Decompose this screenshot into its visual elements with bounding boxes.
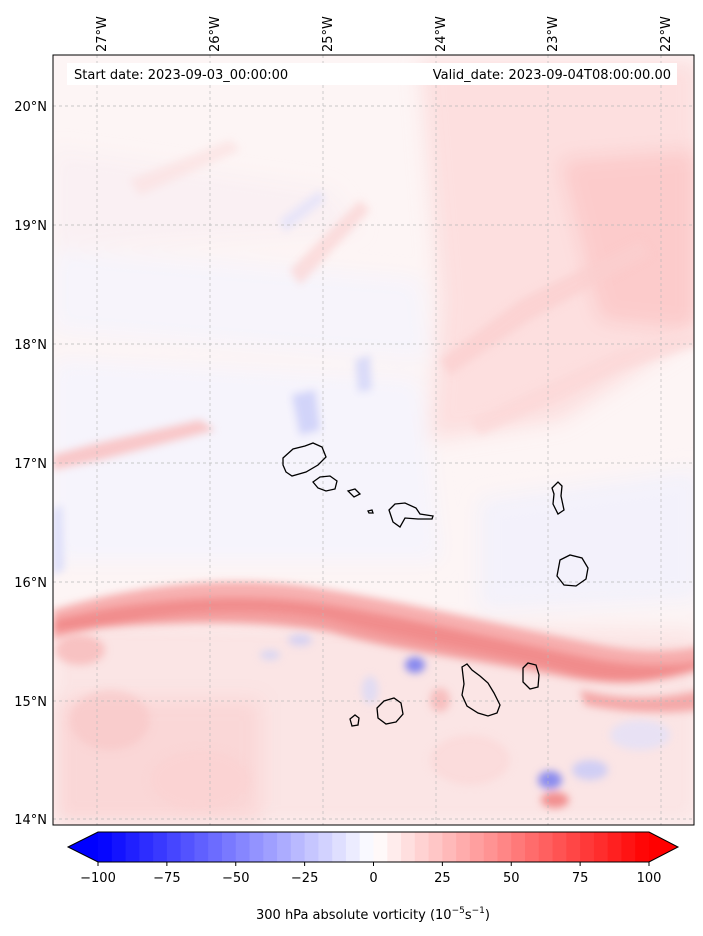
colorbar-tick-label: −25 <box>291 871 318 886</box>
colorbar-cell <box>166 832 182 862</box>
colorbar-extend-min <box>68 832 98 862</box>
date-header: Start date: 2023-09-03_00:00:00 Valid_da… <box>67 63 677 85</box>
lon-label-22w: 22°W <box>659 16 674 52</box>
colorbar-label-exp1: −5 <box>452 906 465 916</box>
colorbar-cell <box>208 832 223 862</box>
island-brava <box>349 714 360 727</box>
colorbar-cell <box>442 832 457 862</box>
valid-date-text: Valid_date: 2023-09-04T08:00:00.00 <box>433 68 671 83</box>
colorbar-cell <box>483 832 499 862</box>
colorbar-cell <box>593 832 609 862</box>
lat-label-17n: 17°N <box>14 457 47 472</box>
lat-label-18n: 18°N <box>14 338 47 353</box>
colorbar-label-end: ) <box>485 908 490 923</box>
colorbar-cell <box>456 832 471 862</box>
lon-label-26w: 26°W <box>208 16 223 52</box>
island-boa-vista <box>556 554 589 587</box>
colorbar-cell <box>538 832 554 862</box>
lon-label-27w: 27°W <box>95 16 110 52</box>
colorbar-tick-label: 50 <box>503 871 520 886</box>
longitude-labels: 27°W 26°W 25°W 24°W 23°W 22°W <box>95 16 674 52</box>
colorbar-tick-label: 0 <box>369 871 377 886</box>
colorbar-cell <box>277 832 292 862</box>
colorbar-cell <box>111 832 127 862</box>
colorbar-tick-label: 25 <box>434 871 451 886</box>
colorbar-cell <box>566 832 581 862</box>
colorbar-cell <box>635 832 650 862</box>
colorbar-cell <box>221 832 237 862</box>
lat-label-14n: 14°N <box>14 813 47 828</box>
map-gridlines <box>53 55 694 825</box>
colorbar-cell <box>153 832 168 862</box>
colorbar-label-main: 300 hPa absolute vorticity (10 <box>256 908 452 923</box>
island-santa-luzia <box>346 488 362 498</box>
lon-label-25w: 25°W <box>321 16 336 52</box>
colorbar-cell <box>332 832 347 862</box>
colorbar-cell <box>359 832 375 862</box>
colorbar-cell <box>98 832 113 862</box>
lat-label-19n: 19°N <box>14 219 47 234</box>
colorbar-cells <box>98 832 650 862</box>
vorticity-mixed-south <box>55 634 670 810</box>
colorbar-cell <box>373 832 388 862</box>
island-sao-nicolau <box>388 502 434 528</box>
colorbar: −100 −75 −50 −25 0 25 50 75 100 300 hPa absolute… <box>66 831 680 923</box>
colorbar-tick-label: −100 <box>80 871 116 886</box>
lon-label-24w: 24°W <box>434 16 449 52</box>
lat-label-20n: 20°N <box>14 100 47 115</box>
island-sal <box>551 481 565 515</box>
colorbar-cell <box>290 832 306 862</box>
colorbar-tick-label: 100 <box>637 871 662 886</box>
colorbar-cell <box>580 832 595 862</box>
vorticity-field <box>53 55 694 825</box>
colorbar-cell <box>525 832 540 862</box>
colorbar-cell <box>263 832 278 862</box>
colorbar-tick-label: −75 <box>153 871 180 886</box>
colorbar-cell <box>139 832 154 862</box>
vorticity-streaks <box>53 140 694 575</box>
lat-label-15n: 15°N <box>14 695 47 710</box>
colorbar-label: 300 hPa absolute vorticity (10−5s−1) <box>256 906 490 923</box>
colorbar-cell <box>552 832 567 862</box>
lon-label-23w: 23°W <box>546 16 561 52</box>
map-panel: Start date: 2023-09-03_00:00:00 Valid_da… <box>52 54 695 826</box>
start-date-text: Start date: 2023-09-03_00:00:00 <box>74 68 288 83</box>
date-header-box <box>67 63 677 85</box>
island-maio <box>522 662 540 690</box>
colorbar-cell <box>511 832 526 862</box>
colorbar-cell <box>428 832 443 862</box>
colorbar-cell <box>125 832 140 862</box>
colorbar-cell <box>469 832 485 862</box>
colorbar-cell <box>249 832 264 862</box>
colorbar-ticks: −100 −75 −50 −25 0 25 50 75 100 <box>80 862 661 886</box>
colorbar-cell <box>304 832 320 862</box>
colorbar-cell <box>401 832 416 862</box>
lat-label-16n: 16°N <box>14 576 47 591</box>
colorbar-cell <box>497 832 512 862</box>
colorbar-tick-label: 75 <box>572 871 589 886</box>
colorbar-cell <box>621 832 636 862</box>
colorbar-cell <box>345 832 361 862</box>
colorbar-cell <box>180 832 196 862</box>
island-santo-antao <box>282 442 327 477</box>
colorbar-label-exp2: −1 <box>472 906 485 916</box>
latitude-labels: 20°N 19°N 18°N 17°N 16°N 15°N 14°N <box>14 100 47 828</box>
colorbar-cell <box>414 832 430 862</box>
colorbar-label-mid: s <box>465 908 472 923</box>
island-branco <box>367 509 374 514</box>
colorbar-cell <box>235 832 251 862</box>
island-sao-vicente <box>312 475 338 492</box>
colorbar-cell <box>607 832 623 862</box>
island-fogo <box>376 697 404 725</box>
coastlines <box>282 442 589 727</box>
island-santiago <box>461 663 501 717</box>
colorbar-extend-max <box>649 832 678 862</box>
colorbar-cell <box>194 832 209 862</box>
colorbar-cell <box>387 832 402 862</box>
map-frame <box>52 54 695 826</box>
colorbar-cell <box>318 832 333 862</box>
colorbar-tick-label: −50 <box>222 871 249 886</box>
